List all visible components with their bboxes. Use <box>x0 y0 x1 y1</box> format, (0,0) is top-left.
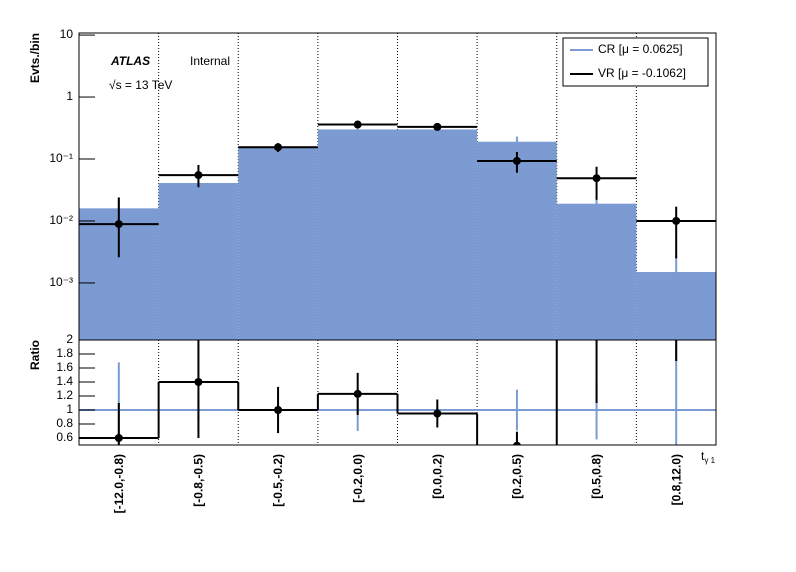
data-point <box>274 406 283 414</box>
data-point <box>114 434 123 442</box>
experiment-label: ATLAS <box>110 54 150 68</box>
data-point <box>672 216 681 225</box>
data-point <box>353 389 362 398</box>
x-tick-label: [-0.2,0.0) <box>351 454 365 503</box>
x-tick-label: [-0.8,-0.5) <box>192 454 206 507</box>
data-point <box>353 120 362 129</box>
data-point <box>274 143 283 152</box>
y-tick-label: 10 <box>60 27 74 41</box>
y-tick-label: 10⁻² <box>49 213 73 227</box>
x-tick-label: [-12.0,-0.8) <box>112 454 126 513</box>
legend-box <box>562 37 709 87</box>
y-axis-label: Ratio <box>28 340 42 370</box>
x-tick-label: [-0.5,-0.2) <box>271 454 285 507</box>
y-tick-label: 10⁻³ <box>49 275 73 289</box>
status-label: Internal <box>190 54 230 68</box>
data-point <box>512 441 521 445</box>
y-tick-label: 1.2 <box>56 388 73 402</box>
x-axis-label-main: t <box>701 449 705 463</box>
y-tick-label: 1 <box>66 402 73 416</box>
data-point <box>433 409 442 418</box>
y-tick-label: 0.6 <box>56 430 73 444</box>
x-tick-label: [0.2,0.5) <box>510 454 524 499</box>
data-point <box>512 156 521 165</box>
y-axis-label: Evts./bin <box>28 33 42 83</box>
x-axis-label: tγ 1 <box>701 449 716 465</box>
energy-label: √s = 13 TeV <box>109 78 172 92</box>
data-point <box>114 220 123 229</box>
frame <box>78 339 717 446</box>
y-tick-label: 1.6 <box>56 360 73 374</box>
legend-label: VR [μ = -0.1062] <box>598 66 686 80</box>
y-tick-label: 2 <box>66 332 73 346</box>
y-tick-label: 10⁻¹ <box>49 151 73 165</box>
bar <box>397 129 478 340</box>
x-axis-label-sub: γ 1 <box>704 456 715 465</box>
y-tick-label: 1.4 <box>56 374 73 388</box>
ratio-panel <box>79 340 716 445</box>
x-tick-label: [0.0,0.2) <box>430 454 444 499</box>
x-tick-label: [0.5,0.8) <box>590 454 604 499</box>
overlay: 10 1 10⁻¹ 10⁻² 10⁻³ Evts./bin ATLAS Internal √s … <box>28 27 717 513</box>
bar <box>317 129 398 340</box>
bar <box>238 146 318 340</box>
data-point <box>433 122 442 131</box>
y-tick-label: 1 <box>66 89 73 103</box>
data-point <box>194 378 203 386</box>
bar <box>477 141 557 340</box>
x-tick-label: [0.8,12.0) <box>669 454 683 505</box>
y-tick-label: 1.8 <box>56 346 73 360</box>
legend-label: CR [μ = 0.0625] <box>598 42 683 56</box>
main-panel <box>79 33 716 340</box>
data-point <box>592 174 601 183</box>
y-tick-label: 0.8 <box>56 416 73 430</box>
bar <box>158 183 239 340</box>
data-point <box>194 171 203 180</box>
bar <box>556 203 637 340</box>
